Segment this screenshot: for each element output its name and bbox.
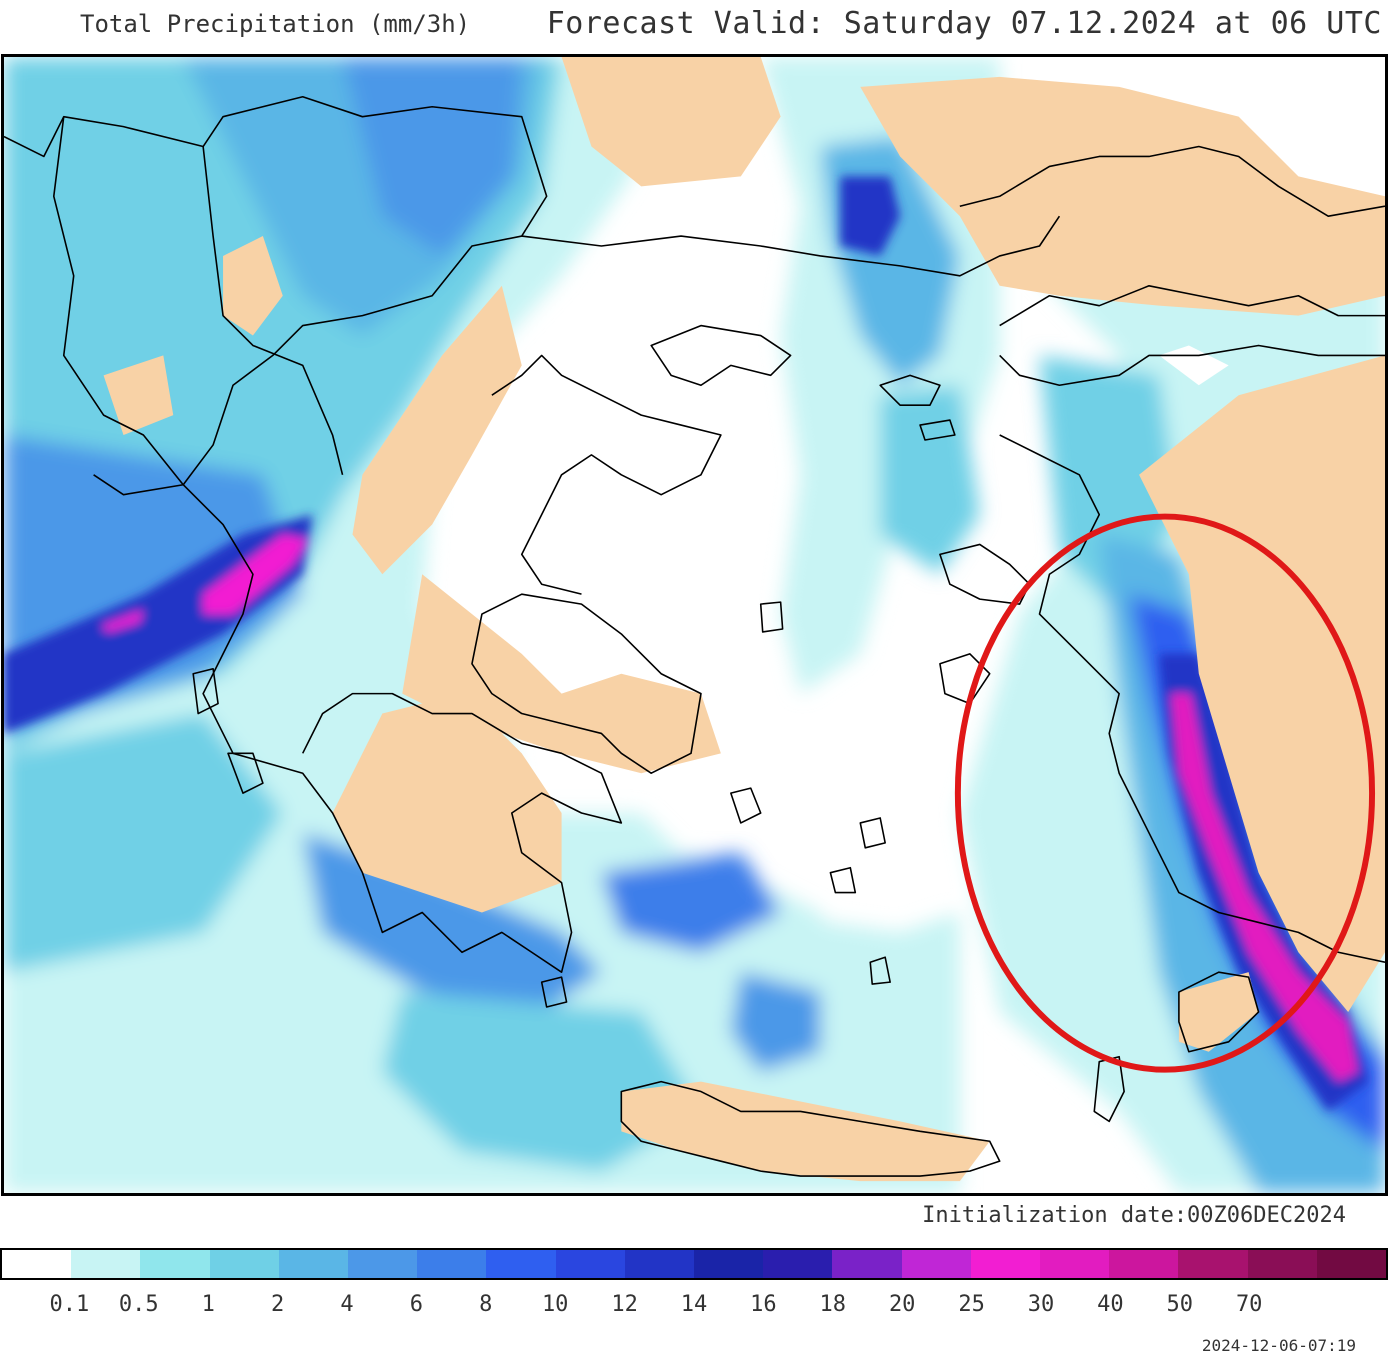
legend-tick-label: 25: [958, 1292, 985, 1317]
precipitation-map: [1, 54, 1388, 1196]
legend-tick-label: 20: [888, 1292, 916, 1317]
legend-swatch: [624, 1250, 695, 1278]
legend-tick-label: 18: [819, 1292, 847, 1317]
legend-tick-label: 1: [201, 1292, 215, 1317]
chart-title: Total Precipitation (mm/3h): [80, 10, 471, 38]
legend-swatch: [1316, 1250, 1387, 1278]
legend-swatch: [1178, 1250, 1248, 1278]
legend-tick-label: 0.1: [49, 1292, 90, 1317]
legend-swatch: [555, 1250, 625, 1278]
legend-swatch: [140, 1250, 210, 1278]
legend-swatch: [832, 1250, 902, 1278]
legend-swatch: [1040, 1250, 1110, 1278]
legend-tick-label: 30: [1027, 1292, 1055, 1317]
legend-swatch: [417, 1250, 487, 1278]
legend-swatch: [970, 1250, 1041, 1278]
legend-tick-label: 6: [409, 1292, 424, 1317]
legend-tick-label: 40: [1097, 1292, 1124, 1317]
timestamp-label: 2024-12-06-07:19: [1201, 1336, 1356, 1355]
legend-swatch: [278, 1250, 349, 1278]
legend-swatch: [71, 1250, 141, 1278]
legend-swatch: [2, 1250, 72, 1278]
legend-tick-label: 0.5: [118, 1292, 159, 1317]
legend-swatch: [694, 1250, 764, 1278]
legend-tick-label: 2: [270, 1292, 285, 1317]
legend-tick-label: 4: [340, 1292, 354, 1317]
legend-tick-label: 8: [479, 1292, 493, 1317]
legend-tick-label: 12: [611, 1292, 638, 1317]
forecast-valid-label: Forecast Valid: Saturday 07.12.2024 at 0…: [546, 6, 1382, 41]
legend-swatch: [348, 1250, 418, 1278]
legend-tick-label: 10: [541, 1292, 569, 1317]
legend-swatch: [1109, 1250, 1179, 1278]
legend-swatch: [901, 1250, 971, 1278]
color-legend-ticks: 0.1 0.5 1 2 4 6 8 10 12 14 16 18 20 25 30 40 50 70: [0, 1292, 1388, 1322]
legend-swatch: [1247, 1250, 1317, 1278]
coastlines: [4, 95, 1385, 1177]
legend-swatch: [209, 1250, 279, 1278]
legend-tick-label: 50: [1166, 1292, 1194, 1317]
color-legend-bar: [0, 1248, 1388, 1280]
legend-tick-label: 14: [680, 1292, 708, 1317]
initialization-date-label: Initialization date:00Z06DEC2024: [922, 1203, 1346, 1228]
legend-swatch: [486, 1250, 556, 1278]
highlight-ellipse: [954, 513, 1376, 1073]
legend-tick-label: 16: [750, 1292, 777, 1317]
legend-tick-label: 70: [1235, 1292, 1263, 1317]
legend-swatch: [763, 1250, 833, 1278]
